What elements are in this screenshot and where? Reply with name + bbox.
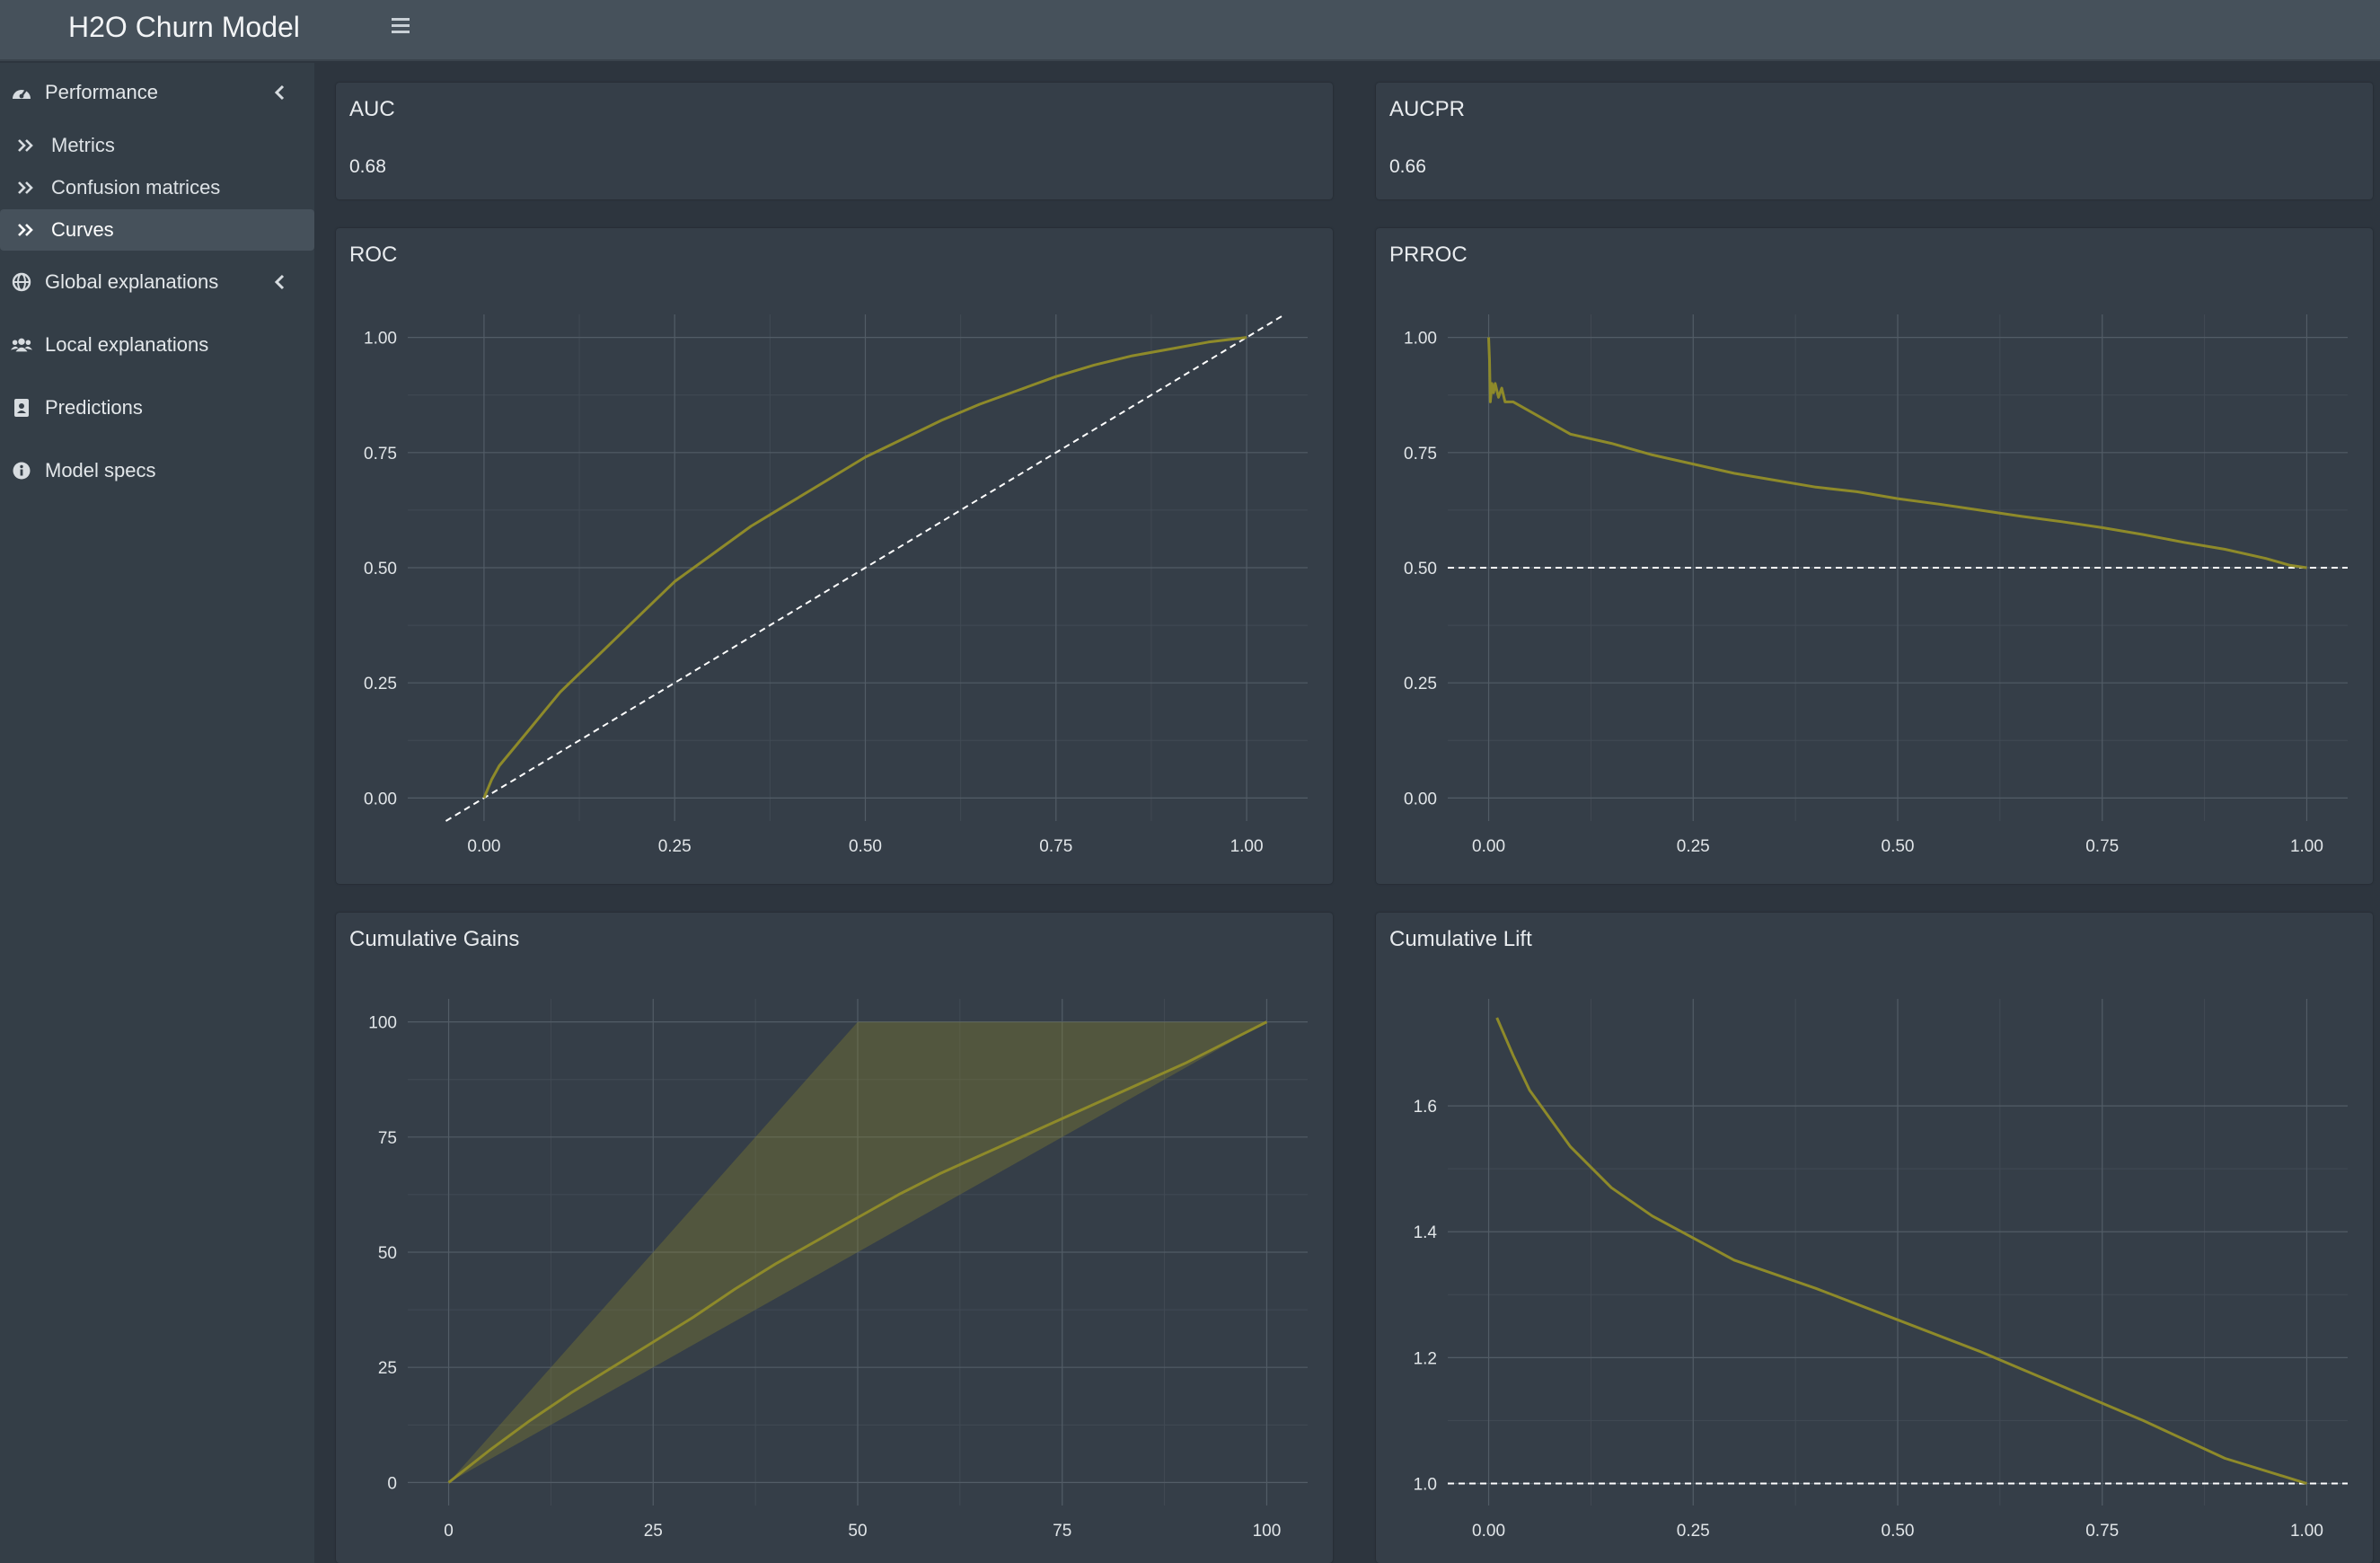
chevron-left-icon[interactable]: [273, 84, 287, 102]
chart-title: Cumulative Gains: [349, 927, 520, 951]
x-tick-label: 1.00: [2290, 837, 2323, 856]
y-tick-label: 0.00: [364, 790, 397, 808]
sidebar-item-metrics[interactable]: Metrics: [0, 125, 314, 166]
y-tick-label: 0.25: [364, 675, 397, 693]
prroc-card: PRROC 0.00 0.25 0.50 0.75 1.00 0.00 0.25 0.50 0.…: [1376, 228, 2373, 884]
y-tick-label: 0: [387, 1474, 397, 1493]
info-circle-icon: [11, 460, 32, 481]
x-tick-label: 0.50: [1882, 1522, 1915, 1541]
y-tick-label: 75: [378, 1129, 397, 1148]
chart-title: PRROC: [1389, 243, 1468, 267]
sidebar-item-label: Predictions: [45, 396, 143, 419]
cumulative-lift-card: Cumulative Lift 0.00 0.25 0.50 0.75 1.00 1.0 1…: [1376, 913, 2373, 1563]
y-tick-label: 0.50: [1404, 560, 1437, 578]
x-tick-label: 75: [1053, 1522, 1071, 1541]
series-line: [1495, 1017, 2307, 1485]
sidebar-item-label: Metrics: [51, 134, 115, 156]
y-tick-label: 1.2: [1414, 1349, 1437, 1368]
aucpr-value: 0.66: [1389, 156, 1426, 177]
y-tick-label: 25: [378, 1359, 397, 1378]
card-title: AUCPR: [1389, 97, 1466, 121]
x-tick-label: 0.25: [1677, 1522, 1710, 1541]
series-line: [482, 336, 1247, 799]
app-title: H2O Churn Model: [68, 11, 300, 43]
sidebar-item-performance[interactable]: Performance: [0, 72, 314, 113]
sidebar: Performance Metrics Confusion matrices C…: [0, 63, 314, 1563]
sidebar-item-predictions[interactable]: Predictions: [0, 387, 314, 428]
chevron-left-icon[interactable]: [273, 273, 287, 291]
double-chevron-right-icon: [18, 139, 33, 152]
address-book-icon: [11, 397, 32, 419]
sidebar-item-label: Model specs: [45, 459, 156, 481]
sidebar-item-curves[interactable]: Curves: [0, 209, 314, 251]
x-tick-label: 0.75: [2085, 837, 2119, 856]
cumulative-lift-chart: 0.00 0.25 0.50 0.75 1.00 1.0 1.2 1.4 1.6: [1414, 999, 2348, 1541]
y-tick-label: 1.6: [1414, 1098, 1437, 1117]
roc-chart: 0.00 0.25 0.50 0.75 1.00 0.00 0.25 0.50 0.75 1.00: [364, 313, 1308, 856]
sidebar-item-confusion-matrices[interactable]: Confusion matrices: [0, 167, 314, 208]
cumulative-gains-chart: 0 25 50 75 100 0 25 50 75 100: [368, 999, 1308, 1541]
sidebar-item-local-explanations[interactable]: Local explanations: [0, 324, 314, 366]
aucpr-card: AUCPR 0.66: [1376, 83, 2373, 199]
dashboard-gauge-icon: [11, 82, 32, 103]
hamburger-icon[interactable]: [392, 16, 411, 36]
x-tick-label: 0.50: [849, 837, 882, 856]
x-tick-label: 0.00: [1472, 1522, 1505, 1541]
auc-value: 0.68: [349, 156, 386, 177]
y-tick-label: 0.25: [1404, 675, 1437, 693]
sidebar-item-global-explanations[interactable]: Global explanations: [0, 261, 314, 303]
x-tick-label: 0.00: [1472, 837, 1505, 856]
prroc-chart: 0.00 0.25 0.50 0.75 1.00 0.00 0.25 0.50 0.75 1.00: [1404, 314, 2348, 856]
chart-title: ROC: [349, 243, 398, 267]
y-tick-label: 0.50: [364, 560, 397, 578]
y-tick-label: 0.75: [364, 445, 397, 464]
y-tick-label: 100: [368, 1014, 397, 1033]
y-tick-label: 1.00: [1404, 330, 1437, 349]
auc-card: AUC 0.68: [336, 83, 1333, 199]
x-tick-label: 0.75: [2085, 1522, 2119, 1541]
sidebar-item-label: Confusion matrices: [51, 176, 221, 199]
y-tick-label: 0.75: [1404, 445, 1437, 464]
card-title: AUC: [349, 97, 395, 121]
y-tick-label: 50: [378, 1244, 397, 1263]
cumulative-gains-card: Cumulative Gains 0 25 50 75 100 0 25 50 75 100: [336, 913, 1333, 1563]
reference-line: [445, 313, 1286, 822]
sidebar-item-label: Curves: [51, 218, 114, 241]
globe-icon: [11, 271, 32, 293]
sidebar-item-label: Global explanations: [45, 270, 219, 293]
x-tick-label: 0.75: [1039, 837, 1072, 856]
x-tick-label: 0.00: [467, 837, 500, 856]
sidebar-item-model-specs[interactable]: Model specs: [0, 450, 314, 491]
x-tick-label: 0.25: [658, 837, 692, 856]
y-tick-label: 1.4: [1414, 1223, 1438, 1242]
users-icon: [11, 334, 32, 356]
chart-title: Cumulative Lift: [1389, 927, 1532, 951]
top-navbar: H2O Churn Model: [0, 0, 2380, 61]
x-tick-label: 25: [644, 1522, 663, 1541]
sidebar-item-label: Performance: [45, 81, 158, 103]
x-tick-label: 1.00: [1230, 837, 1264, 856]
series-line: [1487, 337, 2307, 570]
roc-card: ROC 0.00 0.25 0.50 0.75 1.00 0.00 0.25 0.50 0.75…: [336, 228, 1333, 884]
series-line: [447, 1020, 1268, 1484]
x-tick-label: 50: [848, 1522, 867, 1541]
double-chevron-right-icon: [18, 181, 33, 194]
y-tick-label: 1.00: [364, 330, 397, 349]
x-tick-label: 100: [1253, 1522, 1282, 1541]
y-tick-label: 1.0: [1414, 1475, 1437, 1494]
x-tick-label: 1.00: [2290, 1522, 2323, 1541]
y-tick-label: 0.00: [1404, 790, 1437, 808]
x-tick-label: 0: [444, 1522, 454, 1541]
x-tick-label: 0.50: [1882, 837, 1915, 856]
double-chevron-right-icon: [18, 224, 33, 236]
x-tick-label: 0.25: [1677, 837, 1710, 856]
sidebar-item-label: Local explanations: [45, 333, 209, 356]
